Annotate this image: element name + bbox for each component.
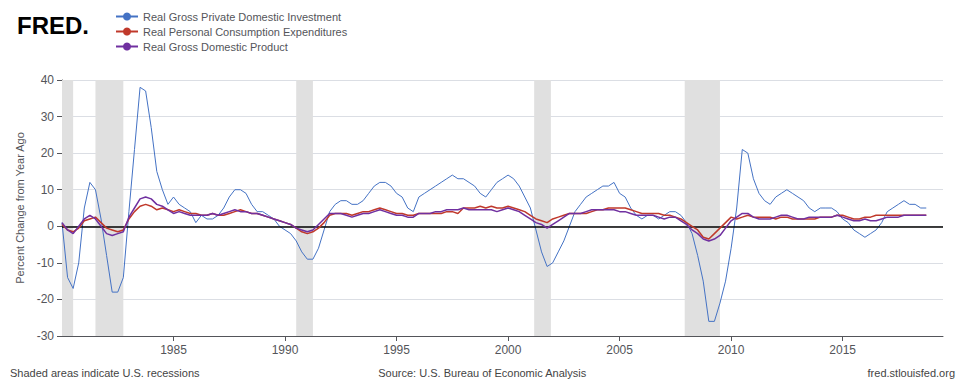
svg-text:40: 40: [41, 73, 55, 87]
svg-text:2010: 2010: [718, 343, 745, 357]
svg-text:Shaded areas indicate U.S. rec: Shaded areas indicate U.S. recessions: [10, 367, 200, 379]
svg-text:2005: 2005: [606, 343, 633, 357]
svg-text:20: 20: [41, 146, 55, 160]
svg-text:1990: 1990: [272, 343, 299, 357]
svg-text:Real Personal Consumption Expe: Real Personal Consumption Expenditures: [143, 26, 348, 38]
svg-text:1995: 1995: [383, 343, 410, 357]
svg-text:1985: 1985: [160, 343, 187, 357]
svg-text:2000: 2000: [495, 343, 522, 357]
svg-text:FRED.: FRED.: [17, 12, 89, 39]
svg-text:0: 0: [47, 219, 54, 233]
svg-text:30: 30: [41, 110, 55, 124]
svg-text:Percent Change from Year Ago: Percent Change from Year Ago: [14, 132, 26, 284]
svg-text:Real Gross Domestic Product: Real Gross Domestic Product: [143, 41, 288, 53]
svg-text:-30: -30: [37, 329, 55, 343]
svg-text:Source: U.S. Bureau of Economi: Source: U.S. Bureau of Economic Analysis: [378, 367, 586, 379]
svg-text:10: 10: [41, 183, 55, 197]
svg-text:-20: -20: [37, 292, 55, 306]
svg-text:-10: -10: [37, 256, 55, 270]
svg-text:2015: 2015: [829, 343, 856, 357]
svg-text:fred.stlouisfed.org: fred.stlouisfed.org: [868, 367, 955, 379]
svg-text:Real Gross Private Domestic In: Real Gross Private Domestic Investment: [143, 11, 341, 23]
